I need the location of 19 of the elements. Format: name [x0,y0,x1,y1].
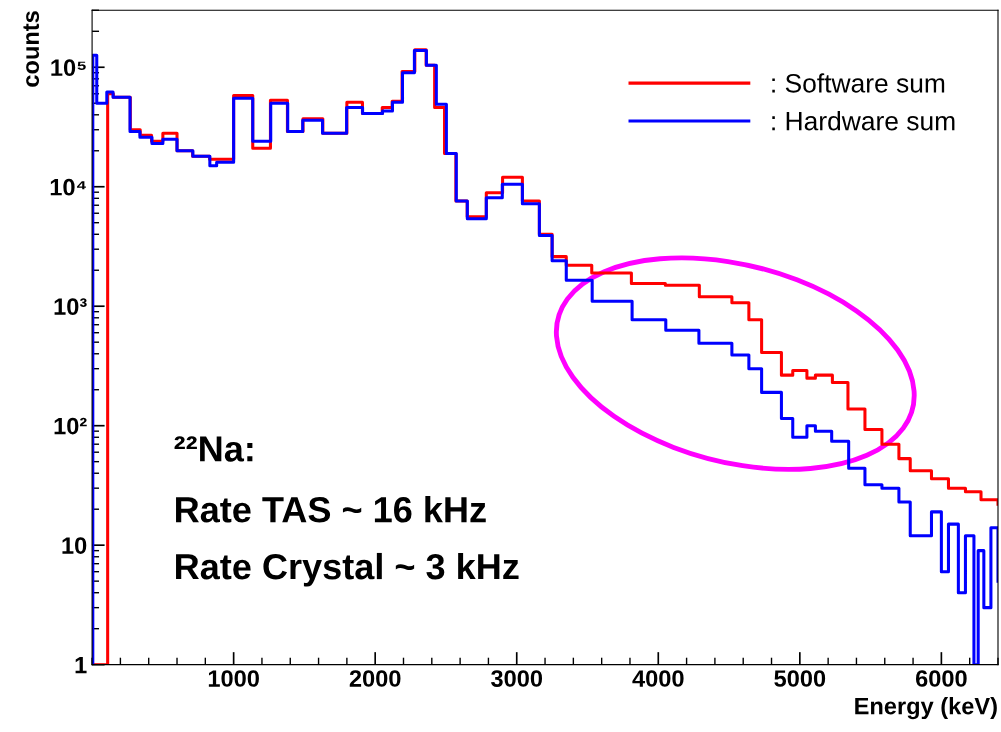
y-tick-label: 10⁴ [50,178,86,196]
legend-label: : Software sum [772,73,945,93]
x-tick-label: 4000 [632,670,684,687]
x-tick-label: 2000 [349,670,401,687]
x-tick-label: 5000 [774,670,826,687]
y-tick-label: 10² [54,417,87,435]
x-tick-label: 6000 [915,670,967,687]
annotation: ²²Na: [174,436,253,462]
legend-label: : Hardware sum [772,111,955,131]
y-tick-label: 10⁵ [51,59,86,77]
y-tick-label: 10 [62,537,87,554]
x-tick-label: 3000 [491,670,543,687]
x-axis-title: Energy (keV) [855,697,997,720]
annotation: Rate TAS ~ 16 kHz [176,496,486,523]
annotation: Rate Crystal ~ 3 kHz [176,552,519,587]
x-tick-label: 1000 [208,670,259,687]
y-axis-title: counts [23,11,40,87]
y-tick-label: 1 [75,656,87,674]
y-tick-label: 10³ [54,298,87,315]
